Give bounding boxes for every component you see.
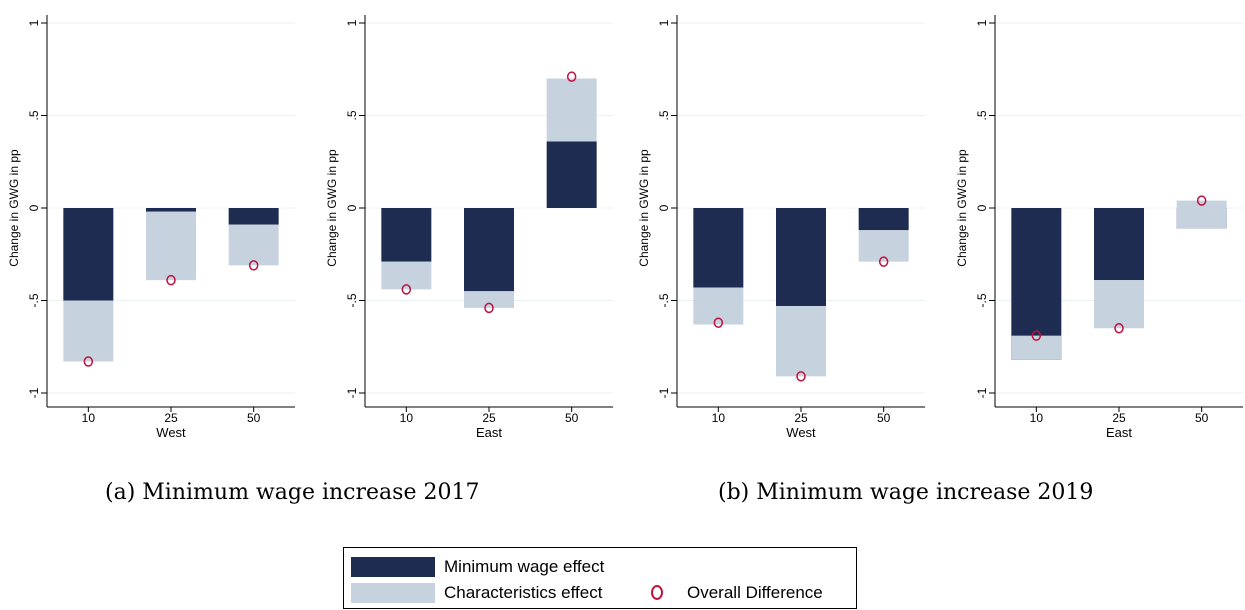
y-tick-label: 0 — [345, 204, 359, 211]
bar-minimum-wage-effect — [464, 208, 514, 292]
x-tick-label: 10 — [400, 411, 414, 425]
y-tick-label: 0 — [657, 204, 671, 211]
legend-label-overall-difference: Overall Difference — [687, 583, 823, 602]
y-axis-title: Change in GWG in pp — [637, 149, 651, 267]
bar-minimum-wage-effect — [858, 208, 909, 231]
x-tick-label: 10 — [82, 411, 96, 425]
y-tick-label: -1 — [975, 387, 989, 398]
x-tick-label: 25 — [164, 411, 178, 425]
y-tick-label: 0 — [27, 204, 41, 211]
legend-swatch-characteristics — [351, 583, 435, 603]
x-tick-label: 10 — [1030, 411, 1044, 425]
chart-panel-4: -1 -.5 0 .5 1 Change in GWG in pp 10 25 50 East — [955, 15, 1243, 440]
x-tick-label: 10 — [712, 411, 726, 425]
y-tick-label: 1 — [657, 19, 671, 26]
point-overall-difference — [566, 71, 577, 82]
caption-b: (b) Minimum wage increase 2019 — [718, 480, 1094, 505]
point-overall-difference — [1031, 330, 1042, 341]
y-tick-label: 1 — [345, 19, 359, 26]
x-tick-label: 50 — [1195, 411, 1209, 425]
x-tick-label: 50 — [565, 411, 579, 425]
x-axis-title: East — [476, 425, 502, 440]
point-overall-difference — [1196, 195, 1207, 206]
bar-minimum-wage-effect — [228, 208, 279, 225]
point-overall-difference — [166, 274, 176, 286]
point-overall-difference — [796, 371, 806, 382]
bar-minimum-wage-effect — [381, 208, 432, 262]
point-overall-difference — [1114, 323, 1124, 334]
bar-minimum-wage-effect — [63, 208, 114, 301]
y-tick-label: .5 — [975, 110, 989, 120]
chart-panel-3: -1 -.5 0 .5 1 Change in GWG in pp 10 25 50 West — [637, 15, 925, 440]
point-overall-difference — [401, 284, 412, 295]
y-tick-label: .5 — [657, 110, 671, 120]
legend-marker-overall-difference — [651, 585, 663, 600]
bar-minimum-wage-effect — [1011, 208, 1062, 360]
chart-panel-1: -1 -.5 0 .5 1 Change in GWG in pp 10 25 50 West — [7, 15, 295, 440]
x-axis-title: East — [1106, 425, 1132, 440]
x-axis-title: West — [156, 425, 186, 440]
x-tick-label: 25 — [794, 411, 808, 425]
legend-label-minimum-wage: Minimum wage effect — [444, 557, 605, 576]
bar-characteristics-effect — [776, 306, 826, 377]
y-axis-title: Change in GWG in pp — [955, 149, 969, 267]
caption-a: (a) Minimum wage increase 2017 — [105, 480, 480, 505]
point-overall-difference — [878, 256, 889, 267]
bar-characteristics-effect — [546, 78, 597, 142]
bar-characteristics-effect — [1094, 280, 1144, 329]
x-tick-label: 50 — [247, 411, 261, 425]
y-tick-label: -1 — [345, 387, 359, 398]
x-tick-label: 50 — [877, 411, 891, 425]
bar-minimum-wage-effect — [776, 208, 826, 307]
point-overall-difference — [713, 317, 724, 328]
chart-panel-2: -1 -.5 0 .5 1 Change in GWG in pp 10 25 50 East — [325, 15, 613, 440]
bar-minimum-wage-effect — [1094, 208, 1144, 281]
y-axis-title: Change in GWG in pp — [325, 149, 339, 267]
x-tick-label: 25 — [1112, 411, 1126, 425]
legend-swatch-minimum-wage — [351, 557, 435, 577]
y-tick-label: 1 — [975, 19, 989, 26]
bar-characteristics-effect — [63, 300, 114, 362]
y-tick-label: -.5 — [975, 293, 989, 307]
bar-characteristics-effect — [1011, 335, 1062, 360]
point-overall-difference — [484, 302, 494, 314]
x-axis-title: West — [786, 425, 816, 440]
y-tick-label: -.5 — [657, 293, 671, 307]
bar-minimum-wage-effect — [546, 141, 597, 208]
point-overall-difference — [248, 260, 259, 271]
y-tick-label: .5 — [27, 110, 41, 120]
bar-characteristics-effect — [228, 224, 279, 266]
y-tick-label: -.5 — [345, 293, 359, 307]
bar-characteristics-effect — [146, 211, 196, 281]
y-tick-label: -1 — [27, 387, 41, 398]
legend: Minimum wage effect Characteristics effe… — [343, 547, 857, 609]
legend-label-characteristics: Characteristics effect — [444, 583, 603, 602]
y-tick-label: 0 — [975, 204, 989, 211]
x-tick-label: 25 — [482, 411, 496, 425]
y-tick-label: .5 — [345, 110, 359, 120]
bar-characteristics-effect — [464, 291, 514, 308]
y-tick-label: -1 — [657, 387, 671, 398]
y-tick-label: -.5 — [27, 293, 41, 307]
bar-minimum-wage-effect — [146, 208, 196, 212]
y-axis-title: Change in GWG in pp — [7, 149, 21, 267]
bar-minimum-wage-effect — [693, 208, 744, 288]
y-tick-label: 1 — [27, 19, 41, 26]
bar-characteristics-effect — [693, 287, 744, 325]
point-overall-difference — [83, 356, 94, 367]
